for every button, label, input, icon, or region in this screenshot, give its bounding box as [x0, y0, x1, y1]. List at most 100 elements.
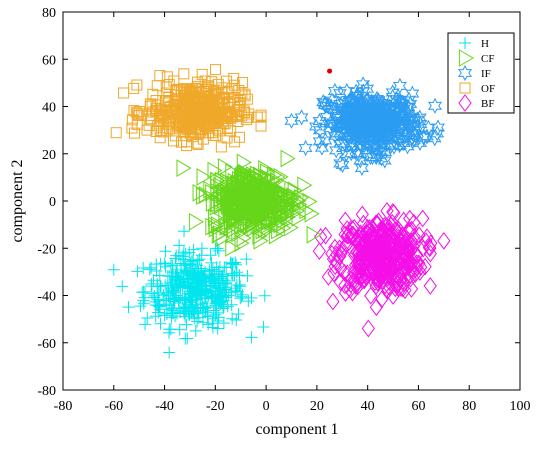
data-point	[212, 78, 224, 90]
legend-marker	[458, 94, 472, 112]
data-point	[371, 212, 386, 231]
data-point	[400, 98, 415, 115]
data-point	[176, 159, 192, 178]
data-point	[225, 267, 238, 280]
data-point	[166, 266, 179, 279]
data-point	[132, 109, 144, 121]
data-point	[220, 276, 233, 289]
data-point	[225, 210, 242, 229]
data-point	[387, 203, 401, 222]
data-point	[177, 246, 190, 259]
data-point	[205, 217, 221, 236]
data-point	[365, 149, 380, 166]
data-point	[215, 269, 228, 282]
data-point	[398, 233, 412, 252]
data-point	[430, 125, 445, 142]
data-point	[326, 292, 340, 311]
data-point	[207, 312, 220, 325]
data-point	[265, 171, 281, 190]
data-point	[404, 280, 419, 298]
series-of	[110, 64, 267, 153]
data-point	[200, 276, 213, 289]
data-point	[195, 249, 208, 262]
data-point	[245, 291, 258, 304]
data-point	[150, 95, 162, 107]
data-point	[377, 152, 392, 169]
data-point	[390, 114, 405, 131]
data-point	[236, 88, 248, 100]
data-point	[235, 166, 251, 185]
data-point	[385, 213, 399, 232]
data-point	[226, 225, 242, 244]
data-point	[213, 295, 226, 308]
legend-label: H	[481, 38, 489, 50]
data-point	[355, 238, 369, 256]
legend: H CF IF OF BF	[447, 32, 515, 114]
data-point	[388, 221, 402, 239]
data-point	[378, 228, 393, 246]
data-point	[190, 82, 202, 94]
data-point	[116, 280, 129, 293]
data-point	[391, 228, 406, 247]
data-point	[381, 266, 395, 285]
data-point	[146, 99, 158, 111]
x-tick-label: 40	[361, 399, 375, 414]
data-point	[179, 258, 192, 271]
data-point	[158, 309, 171, 322]
data-point	[178, 83, 190, 95]
y-tick-label: -20	[37, 242, 56, 257]
data-point	[381, 251, 395, 269]
data-point	[225, 239, 241, 257]
data-point	[225, 257, 238, 270]
data-point	[209, 289, 222, 302]
data-point	[180, 318, 193, 331]
x-tick-label: 0	[263, 399, 270, 414]
data-point	[274, 193, 290, 212]
data-point	[374, 263, 388, 282]
data-point	[437, 232, 451, 250]
data-point	[138, 291, 151, 304]
data-point	[213, 176, 229, 195]
data-point	[221, 75, 233, 87]
data-point	[211, 291, 224, 304]
ticks-layer: -80 -60 -40 -20 0 20 40 60 80 100 -80 -60 -40 -20 0 20 4…	[37, 6, 530, 414]
legend-marker	[459, 82, 471, 94]
data-point	[343, 280, 357, 299]
series-bf	[312, 201, 451, 338]
data-point	[332, 85, 347, 102]
data-point	[273, 200, 289, 219]
data-point	[145, 261, 158, 274]
x-tick-label: 80	[462, 399, 476, 414]
data-point	[376, 103, 391, 120]
data-point	[290, 191, 306, 210]
data-point	[242, 295, 255, 308]
data-point	[210, 216, 227, 234]
data-point	[403, 209, 417, 228]
data-point	[240, 204, 256, 222]
data-point	[133, 105, 145, 117]
data-point	[151, 293, 164, 306]
data-point	[210, 171, 226, 190]
data-point	[252, 207, 268, 226]
data-point	[211, 315, 224, 328]
data-point	[403, 266, 418, 285]
data-point	[209, 64, 221, 76]
data-point	[380, 261, 394, 280]
data-point	[232, 307, 245, 320]
data-point	[221, 132, 233, 144]
data-point	[410, 259, 424, 277]
data-point	[224, 256, 237, 269]
data-point	[338, 211, 352, 230]
y-axis-title: component 2	[9, 159, 26, 242]
data-point	[184, 90, 196, 102]
data-point	[413, 134, 428, 151]
data-point	[213, 194, 230, 213]
legend-marker	[457, 64, 473, 82]
data-point	[241, 189, 257, 208]
data-point	[251, 206, 267, 225]
data-point	[172, 271, 185, 284]
x-tick-label: 20	[310, 399, 324, 414]
y-tick-label: 20	[42, 148, 56, 163]
data-point	[178, 68, 190, 80]
x-axis-title: component 1	[255, 421, 338, 438]
